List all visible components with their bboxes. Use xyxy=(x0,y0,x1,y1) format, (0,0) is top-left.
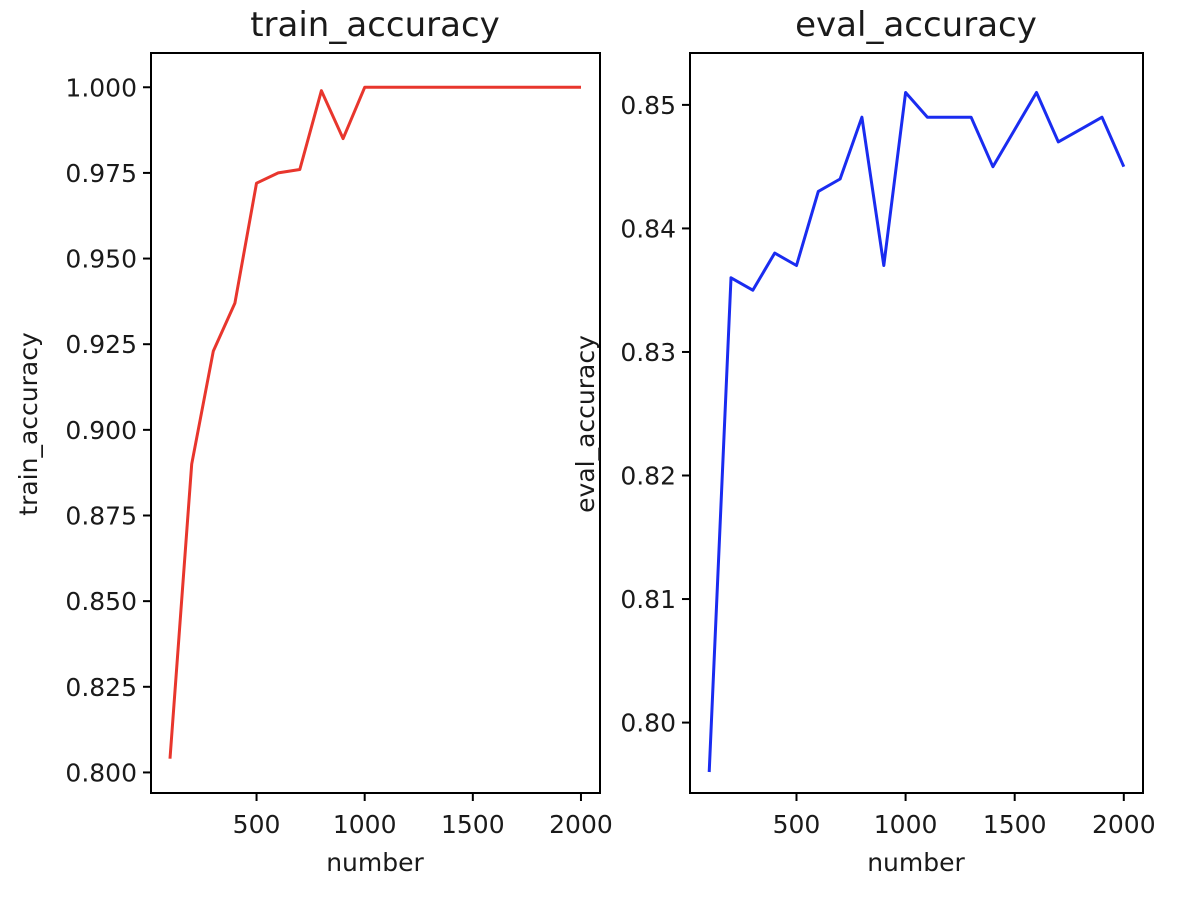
eval-accuracy-x-tick-label: 500 xyxy=(773,810,821,839)
eval-accuracy-y-tick-label: 0.82 xyxy=(620,462,676,491)
train-accuracy-y-tick-label: 0.825 xyxy=(65,673,137,702)
eval-accuracy-y-tick-label: 0.85 xyxy=(620,91,676,120)
eval-accuracy-series-line xyxy=(707,91,1126,773)
eval-accuracy-x-axis-label: number xyxy=(867,848,965,877)
eval-accuracy-x-ticks: 500 1000 1500 2000 xyxy=(773,793,1156,839)
train-accuracy-y-tick-label: 0.875 xyxy=(65,502,137,531)
train-accuracy-y-tick-label: 1.000 xyxy=(65,73,137,102)
eval-accuracy-subplot: eval_accuracy number eval_accuracy 500 10… xyxy=(571,5,1156,877)
train-accuracy-y-tick-label: 0.925 xyxy=(65,330,137,359)
train-accuracy-y-tick-label: 0.900 xyxy=(65,416,137,445)
eval-accuracy-y-ticks: 0.80 0.81 0.82 0.83 0.84 0.85 xyxy=(620,91,690,738)
train-accuracy-x-tick-label: 1000 xyxy=(333,810,397,839)
train-accuracy-x-tick-label: 500 xyxy=(233,810,281,839)
train-accuracy-subplot: train_accuracy number train_accuracy 500… xyxy=(14,5,613,877)
train-accuracy-x-tick-label: 2000 xyxy=(549,810,613,839)
train-accuracy-y-tick-label: 0.950 xyxy=(65,245,137,274)
eval-accuracy-plot-frame xyxy=(689,52,1144,794)
train-accuracy-y-axis-label: train_accuracy xyxy=(14,332,43,516)
eval-accuracy-x-tick-label: 1500 xyxy=(983,810,1047,839)
train-accuracy-y-tick-label: 0.975 xyxy=(65,159,137,188)
eval-accuracy-y-tick-label: 0.81 xyxy=(620,585,676,614)
eval-accuracy-y-axis-label: eval_accuracy xyxy=(571,335,600,513)
train-accuracy-plot-frame xyxy=(150,52,601,794)
train-accuracy-x-tick-label: 1500 xyxy=(441,810,505,839)
eval-accuracy-y-tick-label: 0.83 xyxy=(620,338,676,367)
eval-accuracy-y-tick-label: 0.84 xyxy=(620,214,676,243)
train-accuracy-y-tick-label: 0.850 xyxy=(65,587,137,616)
train-accuracy-title: train_accuracy xyxy=(250,5,500,45)
eval-accuracy-y-tick-label: 0.80 xyxy=(620,709,676,738)
train-accuracy-x-axis-label: number xyxy=(326,848,424,877)
train-accuracy-x-ticks: 500 1000 1500 2000 xyxy=(233,793,613,839)
eval-accuracy-title: eval_accuracy xyxy=(795,5,1037,45)
train-accuracy-y-tick-label: 0.800 xyxy=(65,758,137,787)
eval-accuracy-x-tick-label: 1000 xyxy=(874,810,938,839)
train-accuracy-series-line xyxy=(168,85,581,759)
eval-accuracy-x-tick-label: 2000 xyxy=(1092,810,1156,839)
train-accuracy-y-ticks: 0.800 0.825 0.850 0.875 0.900 0.925 0.950 0.975… xyxy=(65,73,151,787)
